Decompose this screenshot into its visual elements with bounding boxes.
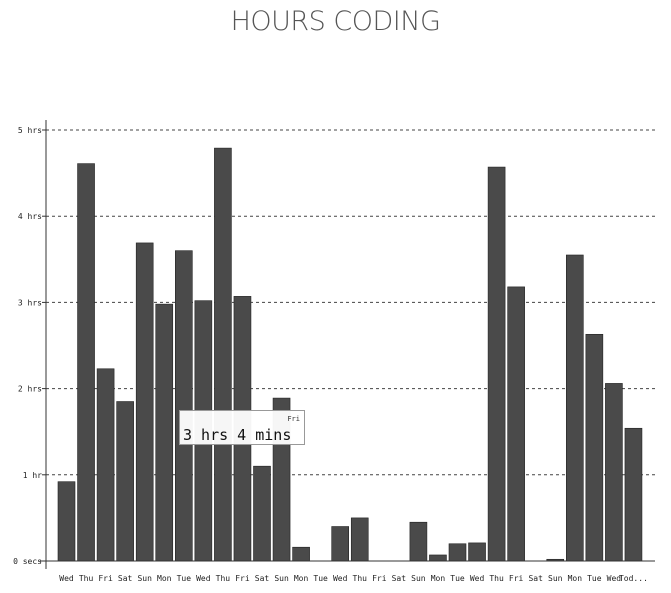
x-tick-label: Sun	[274, 574, 289, 583]
x-tick-label: Thu	[489, 574, 504, 583]
x-tick-label: Mon	[431, 574, 446, 583]
bar[interactable]	[214, 147, 232, 562]
x-tick-label: Wed	[333, 574, 348, 583]
bar[interactable]	[292, 546, 310, 562]
bar[interactable]	[507, 286, 525, 562]
x-tick-label: Mon	[157, 574, 172, 583]
bar[interactable]	[57, 481, 76, 562]
x-tick-label: Wed	[607, 574, 622, 583]
x-tick-label: Tue	[450, 574, 465, 583]
x-tick-label: Sat	[255, 574, 270, 583]
y-tick-label: 1 hr	[23, 471, 42, 480]
y-tick-label: 4 hrs	[18, 212, 42, 221]
x-tick-label: Tue	[177, 574, 192, 583]
x-tick-label: Sun	[411, 574, 426, 583]
bar[interactable]	[350, 517, 369, 562]
x-tick-label: Fri	[372, 574, 387, 583]
y-tick-label: 3 hrs	[18, 298, 42, 307]
x-axis-labels: Wed Thu Fri Sat Sun Mon Tue Wed Thu Fri Sat Sun Mon T…	[59, 574, 648, 583]
bar[interactable]	[605, 383, 623, 562]
x-tick-label: Wed	[196, 574, 211, 583]
bar[interactable]	[448, 543, 467, 562]
x-tick-label: Tue	[313, 574, 328, 583]
x-tick-label: Sun	[548, 574, 563, 583]
x-tick-label: Fri	[509, 574, 524, 583]
bar[interactable]	[253, 465, 271, 562]
x-tick-label: Tue	[587, 574, 602, 583]
bar[interactable]	[331, 526, 350, 562]
x-tick-label: Fri	[235, 574, 250, 583]
y-tick-label: 5 hrs	[18, 126, 42, 135]
bar[interactable]	[409, 521, 428, 562]
x-tick-label: Sat	[528, 574, 543, 583]
bar[interactable]	[116, 401, 134, 562]
x-tick-label: Mon	[568, 574, 583, 583]
bar[interactable]	[96, 368, 115, 562]
x-tick-label: Wed	[59, 574, 74, 583]
x-axis	[40, 120, 655, 569]
y-tick-label: 0 secs	[13, 557, 42, 566]
x-tick-label: Wed	[470, 574, 485, 583]
bar[interactable]	[565, 254, 584, 562]
bar[interactable]	[624, 427, 643, 562]
bar[interactable]	[585, 333, 604, 562]
bar[interactable]	[468, 542, 486, 562]
x-tick-label: Thu	[79, 574, 94, 583]
x-tick-label: Thu	[216, 574, 231, 583]
y-tick-label: 2 hrs	[18, 385, 42, 394]
chart-title: HOURS CODING	[230, 6, 441, 37]
bar-tooltip: Fri 3 hrs 4 mins	[179, 410, 305, 445]
x-tick-label: Sun	[137, 574, 152, 583]
bar[interactable]	[175, 250, 193, 562]
bar[interactable]	[487, 166, 506, 562]
x-tick-label: Thu	[353, 574, 368, 583]
bars	[57, 147, 643, 562]
bar[interactable]	[77, 163, 95, 562]
x-tick-label: Tod...	[619, 574, 648, 583]
y-axis-ticks: 0 secs 1 hr 2 hrs 3 hrs 4 hrs 5 hrs	[13, 126, 46, 566]
tooltip-day: Fri	[287, 415, 300, 423]
bar[interactable]	[429, 554, 447, 562]
bar[interactable]	[155, 303, 174, 562]
x-tick-label: Fri	[98, 574, 113, 583]
x-tick-label: Sat	[118, 574, 133, 583]
x-tick-label: Mon	[294, 574, 309, 583]
bar[interactable]	[135, 242, 154, 562]
tooltip-value: 3 hrs 4 mins	[183, 426, 292, 444]
x-tick-label: Sat	[392, 574, 407, 583]
